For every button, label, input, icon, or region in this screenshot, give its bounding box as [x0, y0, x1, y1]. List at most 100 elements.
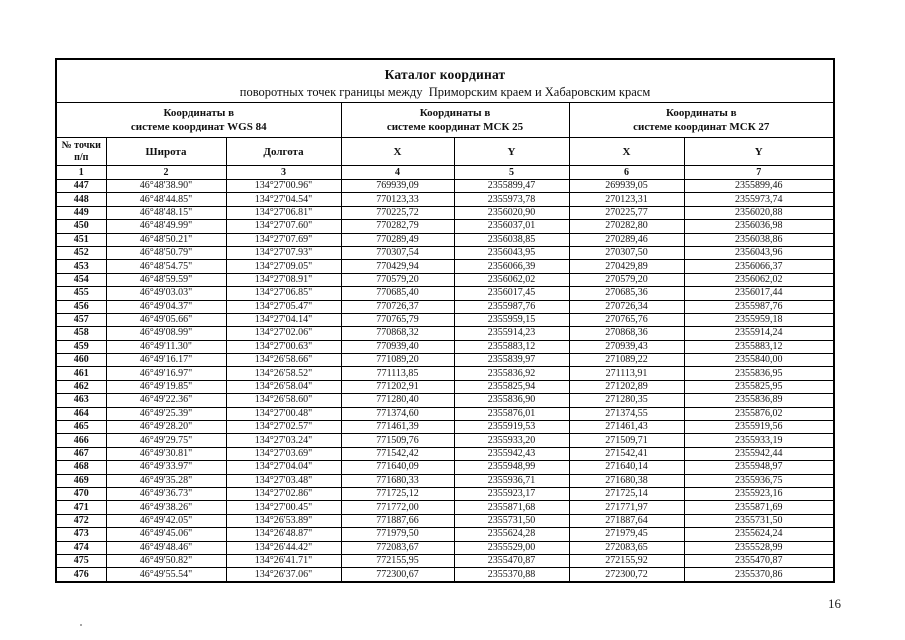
table-row: 460 46°49'16.17" 134°26'58.66" 771089,20 235… [55, 353, 835, 368]
table-row: 476 46°49'55.54" 134°26'37.06" 772300,67 235… [55, 567, 835, 583]
point-number-cell: 458 [55, 326, 107, 341]
column-header-y-msk27: Y [683, 137, 835, 166]
coordinate-cell: 2355839,97 [453, 353, 570, 368]
coordinate-cell: 46°49'28.20" [105, 420, 227, 435]
coordinate-cell: 2355825,94 [453, 379, 570, 395]
point-number-cell: 474 [55, 540, 107, 555]
table-row: 475 46°49'50.82" 134°26'41.71" 772155,95 235… [55, 553, 835, 569]
coordinate-cell: 2355731,50 [453, 513, 570, 529]
coordinate-cell: 771202,91 [340, 379, 455, 395]
coordinate-cell: 46°48'50.79" [105, 245, 227, 261]
table-row: 471 46°49'38.26" 134°27'00.45" 771772,00 235… [55, 500, 835, 515]
coordinate-cell: 271089,22 [568, 353, 685, 368]
point-number-cell: 451 [55, 232, 107, 247]
coordinate-cell: 46°49'08.99" [105, 326, 227, 341]
table-row: 451 46°48'50.21" 134°27'07.69" 770289,49 235… [55, 232, 835, 247]
coordinate-cell: 46°49'29.75" [105, 433, 227, 448]
coordinate-cell: 771887,66 [340, 513, 455, 529]
coordinate-cell: 272083,65 [568, 540, 685, 555]
coordinate-cell: 2356038,86 [683, 232, 835, 247]
table-row: 474 46°49'48.46" 134°26'44.42" 772083,67 235… [55, 540, 835, 555]
coordinate-cell: 271542,41 [568, 446, 685, 462]
coordinate-cell: 771089,20 [340, 353, 455, 368]
coordinate-cell: 2355923,16 [683, 486, 835, 502]
coordinate-cell: 2355470,87 [683, 553, 835, 569]
coordinate-cell: 134°26'53.89" [225, 513, 342, 529]
coordinate-cell: 270289,46 [568, 232, 685, 247]
coordinate-cell: 2355919,53 [453, 420, 570, 435]
table-row: 464 46°49'25.39" 134°27'00.48" 771374,60 235… [55, 406, 835, 422]
coordinate-cell: 770726,37 [340, 299, 455, 314]
coordinate-cell: 2355933,19 [683, 433, 835, 448]
table-row: 461 46°49'16.97" 134°26'58.52" 771113,85 235… [55, 366, 835, 381]
coordinate-cell: 2355973,78 [453, 192, 570, 207]
column-header-x-msk25: X [340, 137, 455, 166]
coordinate-cell: 772155,95 [340, 553, 455, 569]
coordinate-cell: 271771,97 [568, 500, 685, 515]
coordinate-cell: 134°27'07.69" [225, 232, 342, 247]
coordinate-cell: 2355529,00 [453, 540, 570, 555]
coordinate-cell: 270225,77 [568, 205, 685, 221]
coordinate-cell: 770765,79 [340, 312, 455, 328]
point-number-cell: 465 [55, 420, 107, 435]
coordinate-cell: 2355528,99 [683, 540, 835, 555]
column-header-y-msk25: Y [453, 137, 570, 166]
coordinate-cell: 771979,50 [340, 527, 455, 542]
table-subtitle: поворотных точек границы между Приморски… [239, 84, 651, 99]
coordinate-cell: 134°27'05.47" [225, 299, 342, 314]
coordinate-cell: 46°49'35.28" [105, 473, 227, 488]
coordinate-cell: 2356066,37 [683, 259, 835, 274]
point-number-cell: 472 [55, 513, 107, 529]
coordinate-cell: 2355370,88 [453, 567, 570, 583]
coordinate-cell: 2355914,24 [683, 326, 835, 341]
coordinate-cell: 770307,54 [340, 245, 455, 261]
title-row: Каталог координат поворотных точек грани… [55, 58, 835, 103]
table-row: 470 46°49'36.73" 134°27'02.86" 771725,12 235… [55, 486, 835, 502]
coordinate-cell: 771680,33 [340, 473, 455, 488]
point-number-cell: 455 [55, 286, 107, 301]
coordinate-cell: 272155,92 [568, 553, 685, 569]
coordinate-cell: 134°27'00.45" [225, 500, 342, 515]
coordinate-cell: 134°27'08.91" [225, 272, 342, 288]
coordinate-cell: 2355933,20 [453, 433, 570, 448]
coordinate-cell: 2355825,95 [683, 379, 835, 395]
coordinate-cell: 46°48'49.99" [105, 219, 227, 234]
coordinate-cell: 134°27'02.86" [225, 486, 342, 502]
group-header-msk25: Координаты в системе координат МСК 25 [340, 102, 570, 138]
coordinate-cell: 134°26'58.66" [225, 353, 342, 368]
coordinate-cell: 134°27'04.54" [225, 192, 342, 207]
point-header-line: п/п [74, 151, 89, 163]
coordinate-cell: 2355987,76 [453, 299, 570, 314]
coordinate-cell: 770225,72 [340, 205, 455, 221]
coordinate-cell: 271280,35 [568, 393, 685, 408]
coordinate-cell: 270726,34 [568, 299, 685, 314]
coordinate-cell: 2356038,85 [453, 232, 570, 247]
coordinate-cell: 770868,32 [340, 326, 455, 341]
coordinate-cell: 771113,85 [340, 366, 455, 381]
point-number-cell: 476 [55, 567, 107, 583]
table-row: 452 46°48'50.79" 134°27'07.93" 770307,54 235… [55, 245, 835, 261]
point-number-cell: 452 [55, 245, 107, 261]
coordinate-cell: 2355876,01 [453, 406, 570, 422]
group-header-line: Координаты в [665, 107, 737, 119]
coordinate-cell: 46°49'38.26" [105, 500, 227, 515]
column-index-row: 1 2 3 4 5 6 7 [55, 165, 835, 180]
point-number-cell: 466 [55, 433, 107, 448]
coordinate-cell: 134°26'58.52" [225, 366, 342, 381]
coordinate-cell: 2355836,92 [453, 366, 570, 381]
coordinate-cell: 2356036,98 [683, 219, 835, 234]
coordinate-cell: 770685,40 [340, 286, 455, 301]
coordinate-cell: 46°49'48.46" [105, 540, 227, 555]
coordinate-cell: 2355936,75 [683, 473, 835, 488]
coordinate-cell: 270429,89 [568, 259, 685, 274]
coordinate-cell: 770282,79 [340, 219, 455, 234]
column-index-cell: 5 [453, 165, 570, 180]
point-number-cell: 469 [55, 473, 107, 488]
point-number-cell: 467 [55, 446, 107, 462]
point-number-cell: 447 [55, 178, 107, 194]
point-number-cell: 462 [55, 379, 107, 395]
coordinate-cell: 46°49'16.17" [105, 353, 227, 368]
coordinate-cell: 772300,67 [340, 567, 455, 583]
group-header-row: Координаты в системе координат WGS 84 Ко… [55, 102, 835, 138]
coordinate-cell: 2355883,12 [683, 339, 835, 355]
